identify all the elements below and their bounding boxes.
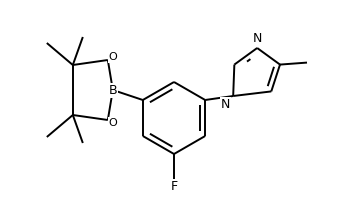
Text: O: O xyxy=(109,118,117,128)
Text: B: B xyxy=(109,84,117,97)
Text: F: F xyxy=(171,180,177,192)
Text: N: N xyxy=(221,98,230,111)
Text: N: N xyxy=(253,32,262,45)
Text: O: O xyxy=(109,52,117,62)
